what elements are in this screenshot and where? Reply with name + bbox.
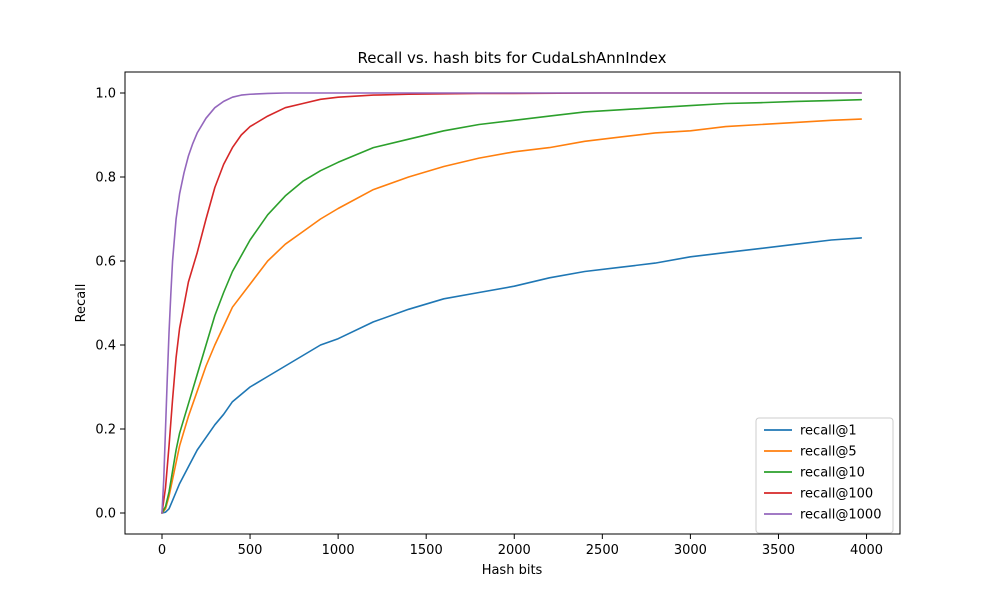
series-line-recall-at-1000 (161, 92, 863, 514)
legend-label: recall@10 (800, 466, 865, 481)
plot-area (161, 92, 863, 514)
x-tick-label: 3000 (674, 543, 707, 558)
x-axis-ticks: 0 500 1000 1500 2000 2500 3000 3500 4000 (158, 534, 883, 558)
series-line-recall-at-1 (161, 237, 863, 514)
legend-box (755, 417, 894, 534)
x-tick-label: 1000 (322, 543, 355, 558)
x-tick-label: 2000 (498, 543, 531, 558)
x-tick-label: 500 (238, 543, 263, 558)
x-tick-label: 2500 (586, 543, 619, 558)
chart-title: Recall vs. hash bits for CudaLshAnnIndex (357, 49, 666, 67)
legend-label: recall@1000 (800, 508, 881, 523)
x-tick-label: 1500 (410, 543, 443, 558)
y-tick-label: 0.4 (95, 339, 116, 354)
y-tick-label: 0.2 (95, 423, 116, 438)
legend-label: recall@1 (800, 424, 857, 439)
x-axis-label: Hash bits (482, 563, 543, 578)
y-tick-label: 0.8 (95, 171, 116, 186)
axes-frame (124, 71, 901, 535)
x-tick-label: 4000 (850, 543, 883, 558)
x-tick-label: 3500 (762, 543, 795, 558)
y-axis-ticks: 0.0 0.2 0.4 0.6 0.8 1.0 (95, 87, 125, 522)
legend: recall@1 recall@5 recall@10 recall@100 recal… (755, 417, 894, 534)
series-line-recall-at-10 (161, 98, 863, 514)
y-tick-label: 1.0 (95, 87, 116, 102)
series-line-recall-at-5 (161, 118, 863, 514)
y-tick-label: 0.0 (95, 507, 116, 522)
y-tick-label: 0.6 (95, 255, 116, 270)
legend-label: recall@5 (800, 445, 857, 460)
y-axis-label: Recall (74, 284, 89, 323)
legend-label: recall@100 (800, 487, 873, 502)
x-tick-label: 0 (158, 543, 166, 558)
